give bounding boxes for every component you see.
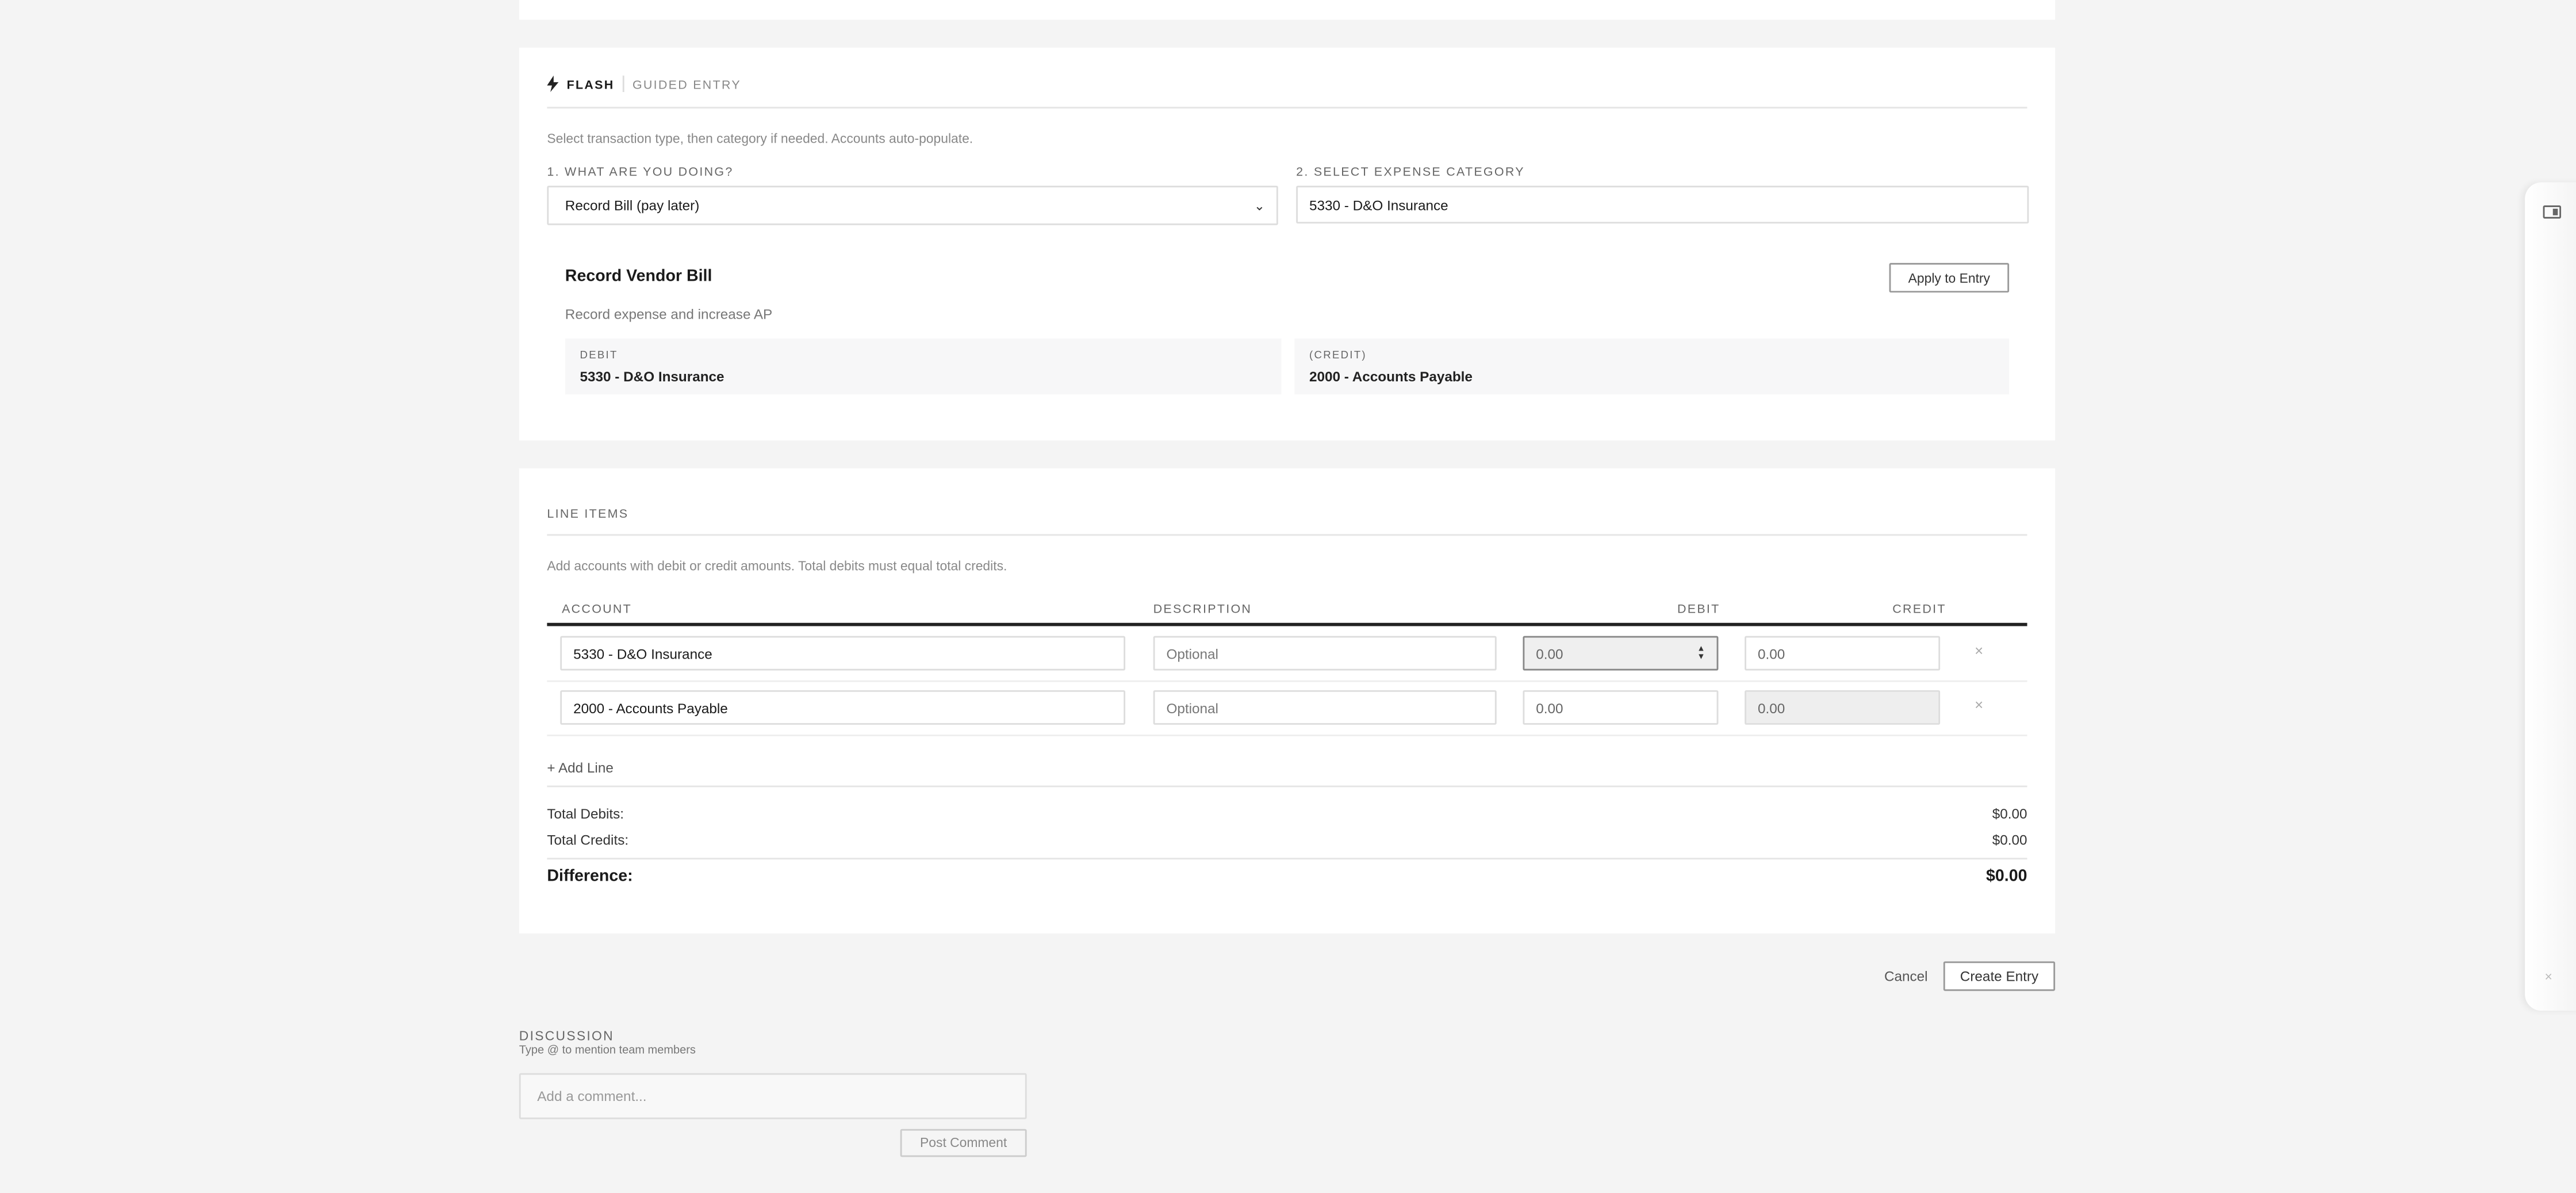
preview-description: Record expense and increase AP [565, 305, 773, 322]
line-items-card: LINE ITEMS Add accounts with debit or cr… [519, 468, 2056, 934]
account-input[interactable]: 5330 - D&O Insurance [560, 636, 1126, 671]
top-card [519, 0, 2056, 20]
divider [547, 680, 2027, 682]
divider [547, 534, 2027, 536]
divider [547, 785, 2027, 787]
debit-input[interactable]: 0.00 ▲ ▼ [1523, 636, 1719, 671]
column-account: ACCOUNT [562, 601, 632, 617]
discussion-hint: Type @ to mention team members [519, 1045, 696, 1057]
remove-row-icon[interactable]: × [1975, 643, 1984, 659]
debit-value: 0.00 [1536, 699, 1563, 716]
debit-account: 5330 - D&O Insurance [580, 368, 724, 385]
flash-tab[interactable]: FLASH [566, 76, 615, 91]
panel-toggle-icon[interactable] [2543, 205, 2562, 219]
total-debits-label: Total Debits: [547, 805, 624, 822]
total-credits-label: Total Credits: [547, 831, 629, 848]
remove-row-icon[interactable]: × [1975, 697, 1984, 713]
close-icon[interactable]: × [2544, 969, 2552, 985]
credit-input[interactable]: 0.00 [1745, 636, 1941, 671]
expense-category-value: 5330 - D&O Insurance [1309, 196, 1448, 213]
account-input[interactable]: 2000 - Accounts Payable [560, 690, 1126, 725]
create-entry-button[interactable]: Create Entry [1943, 961, 2056, 991]
cancel-button[interactable]: Cancel [1884, 968, 1928, 985]
transaction-type-value: Record Bill (pay later) [565, 197, 700, 214]
step1-label: 1. WHAT ARE YOU DOING? [547, 164, 734, 179]
description-input[interactable]: Optional [1153, 690, 1497, 725]
total-credits-value: $0.00 [1992, 831, 2027, 848]
description-placeholder: Optional [1166, 699, 1218, 716]
credit-value: 0.00 [1757, 645, 1785, 661]
divider [622, 75, 624, 92]
credit-label: (CREDIT) [1309, 350, 1367, 362]
line-items-title: LINE ITEMS [547, 506, 629, 521]
line-items-instructions: Add accounts with debit or credit amount… [547, 559, 1007, 574]
side-panel: × [2525, 182, 2576, 1011]
comment-placeholder: Add a comment... [537, 1088, 647, 1104]
guided-entry-tab[interactable]: GUIDED ENTRY [632, 76, 741, 91]
debit-input[interactable]: 0.00 [1523, 690, 1719, 725]
credit-account-box: (CREDIT) 2000 - Accounts Payable [1294, 338, 2010, 395]
flash-instructions: Select transaction type, then category i… [547, 131, 973, 147]
credit-input[interactable]: 0.00 [1745, 690, 1941, 725]
credit-value: 0.00 [1757, 699, 1785, 716]
spinner-icon[interactable]: ▲ ▼ [1697, 643, 1705, 661]
column-credit: CREDIT [1892, 601, 1946, 617]
debit-account-box: DEBIT 5330 - D&O Insurance [565, 338, 1282, 395]
preview-title: Record Vendor Bill [565, 267, 712, 286]
chevron-down-icon: ⌄ [1254, 198, 1265, 213]
credit-account: 2000 - Accounts Payable [1309, 368, 1473, 385]
column-description: DESCRIPTION [1153, 601, 1252, 617]
expense-category-input[interactable]: 5330 - D&O Insurance [1296, 185, 2029, 224]
step2-label: 2. SELECT EXPENSE CATEGORY [1296, 164, 1525, 179]
divider [547, 735, 2027, 736]
apply-to-entry-button[interactable]: Apply to Entry [1889, 263, 2010, 293]
total-debits-value: $0.00 [1992, 805, 2027, 822]
table-header-rule [547, 622, 2027, 626]
difference-label: Difference: [547, 867, 633, 886]
debit-value: 0.00 [1536, 645, 1563, 661]
add-line-link[interactable]: + Add Line [547, 759, 614, 776]
comment-input[interactable]: Add a comment... [519, 1073, 1027, 1119]
description-input[interactable]: Optional [1153, 636, 1497, 671]
account-value: 5330 - D&O Insurance [573, 645, 712, 661]
post-comment-button[interactable]: Post Comment [900, 1129, 1027, 1157]
divider [547, 858, 2027, 860]
divider [547, 106, 2027, 109]
debit-label: DEBIT [580, 350, 618, 362]
transaction-type-select[interactable]: Record Bill (pay later) ⌄ [547, 185, 1278, 225]
difference-value: $0.00 [1986, 867, 2027, 886]
discussion-title: DISCUSSION [519, 1028, 614, 1044]
account-value: 2000 - Accounts Payable [573, 699, 728, 716]
lightning-icon [547, 75, 559, 92]
column-debit: DEBIT [1677, 601, 1720, 617]
description-placeholder: Optional [1166, 645, 1218, 661]
flash-entry-card: FLASH GUIDED ENTRY Select transaction ty… [519, 47, 2056, 441]
